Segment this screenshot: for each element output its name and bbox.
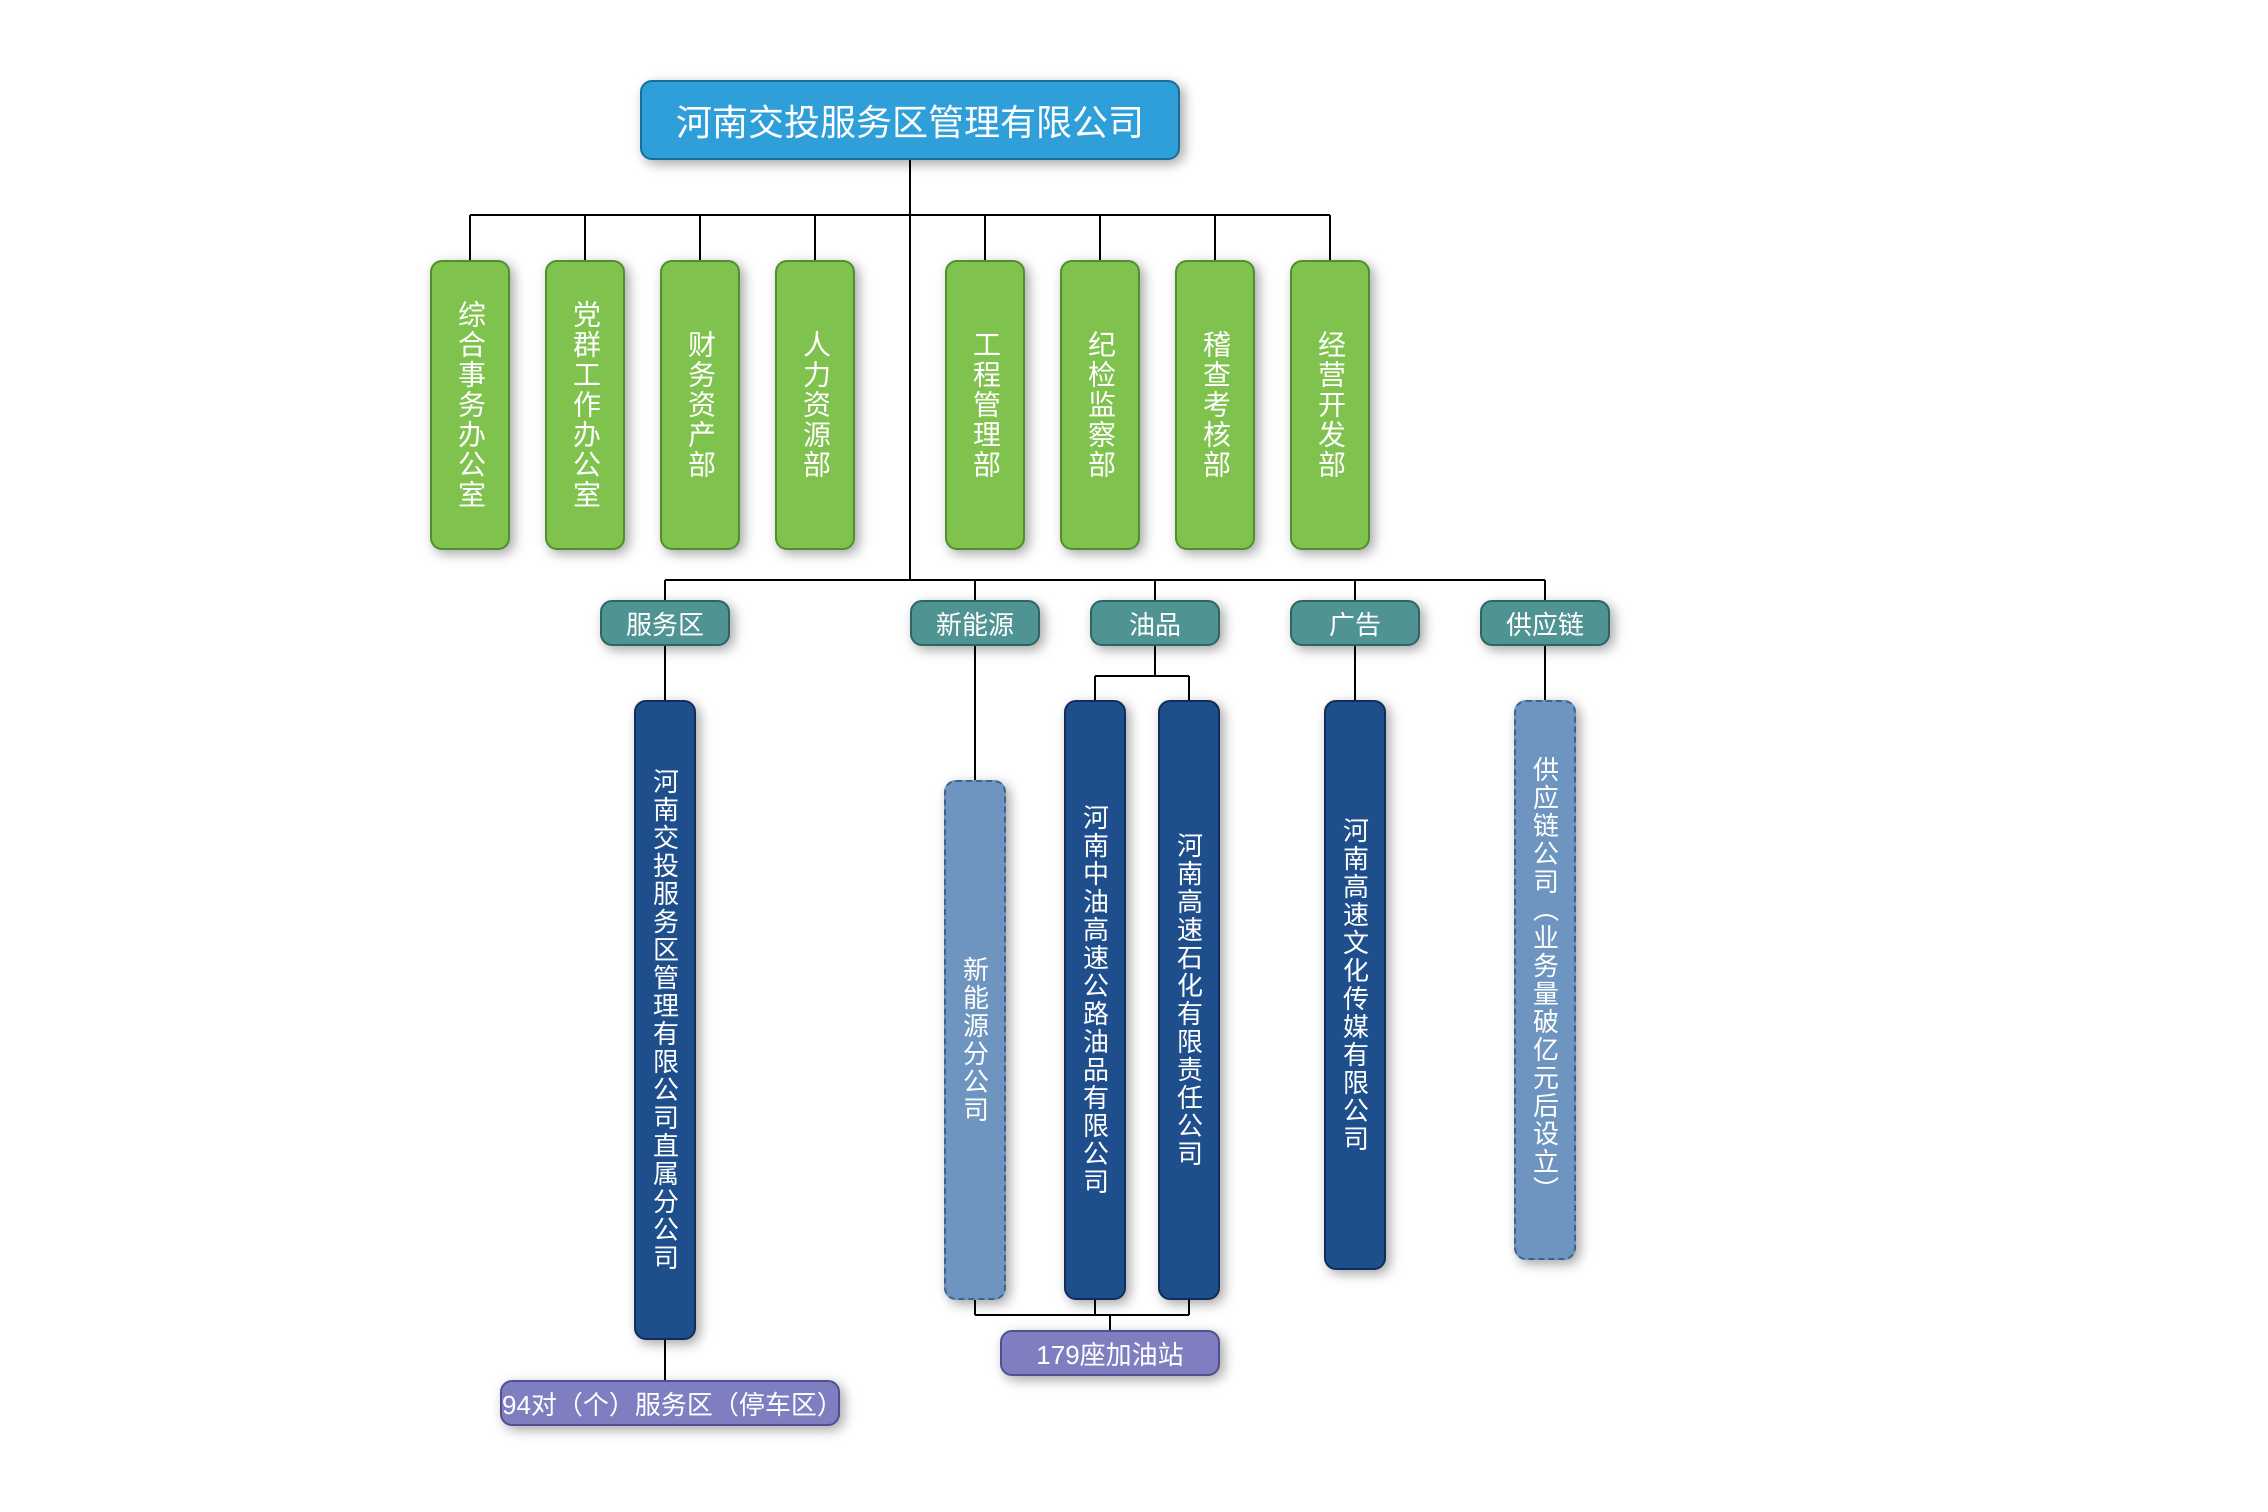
division-label: 供应链 [1506,605,1584,642]
leaf-label: 94对（个）服务区（停车区） [502,1385,838,1422]
division-node: 油品 [1090,600,1220,646]
connector-lines [0,0,2268,1512]
division-node: 新能源 [910,600,1040,646]
department-label: 稽查考核部 [1195,330,1235,480]
leaf-label: 179座加油站 [1036,1335,1183,1372]
company-label: 河南交投服务区管理有限公司直属分公司 [647,768,684,1272]
division-label: 新能源 [936,605,1014,642]
department-label: 财务资产部 [680,330,720,480]
division-label: 油品 [1129,605,1181,642]
division-node: 供应链 [1480,600,1610,646]
company-node-supply: 供应链公司（业务量破亿元后设立） [1514,700,1576,1260]
company-label: 河南高速石化有限责任公司 [1171,832,1208,1168]
division-label: 服务区 [626,605,704,642]
company-label: 新能源分公司 [957,956,994,1124]
company-node-oil2: 河南高速石化有限责任公司 [1158,700,1220,1300]
department-node: 稽查考核部 [1175,260,1255,550]
company-node-ad: 河南高速文化传媒有限公司 [1324,700,1386,1270]
department-node: 纪检监察部 [1060,260,1140,550]
leaf-node-oil: 179座加油站 [1000,1330,1220,1376]
department-node: 党群工作办公室 [545,260,625,550]
company-label: 供应链公司（业务量破亿元后设立） [1527,756,1564,1204]
division-node: 服务区 [600,600,730,646]
company-label: 河南中油高速公路油品有限公司 [1077,804,1114,1196]
company-node-oil1: 河南中油高速公路油品有限公司 [1064,700,1126,1300]
department-node: 人力资源部 [775,260,855,550]
department-node: 财务资产部 [660,260,740,550]
department-node: 经营开发部 [1290,260,1370,550]
department-node: 综合事务办公室 [430,260,510,550]
department-label: 人力资源部 [795,330,835,480]
department-label: 综合事务办公室 [450,300,490,510]
department-label: 纪检监察部 [1080,330,1120,480]
leaf-node-service: 94对（个）服务区（停车区） [500,1380,840,1426]
company-node-service: 河南交投服务区管理有限公司直属分公司 [634,700,696,1340]
department-label: 经营开发部 [1310,330,1350,480]
division-node: 广告 [1290,600,1420,646]
company-node-newenergy: 新能源分公司 [944,780,1006,1300]
root-label: 河南交投服务区管理有限公司 [676,94,1144,146]
department-label: 工程管理部 [965,330,1005,480]
company-label: 河南高速文化传媒有限公司 [1337,817,1374,1153]
division-label: 广告 [1329,605,1381,642]
department-node: 工程管理部 [945,260,1025,550]
root-node: 河南交投服务区管理有限公司 [640,80,1180,160]
department-label: 党群工作办公室 [565,300,605,510]
